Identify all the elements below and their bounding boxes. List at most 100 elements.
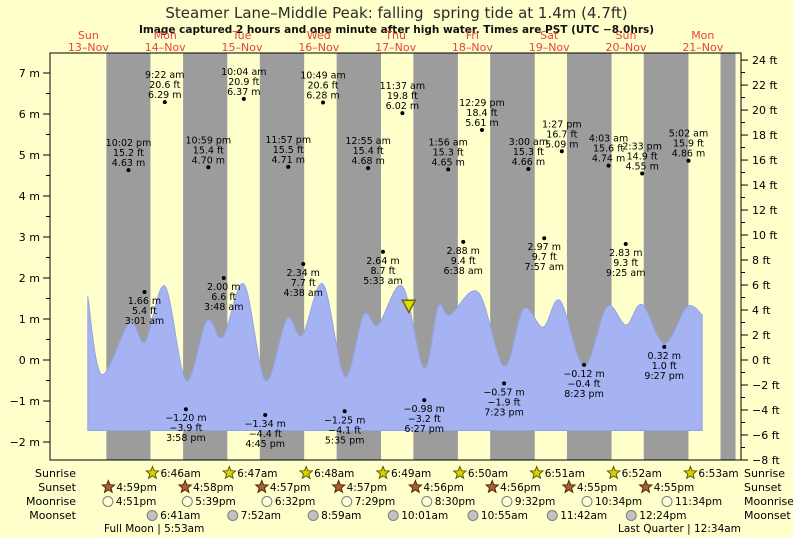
high-tide-label: 10:49 am bbox=[300, 71, 345, 82]
high-tide-label: 4.63 m bbox=[112, 158, 145, 169]
plot-border bbox=[49, 52, 742, 461]
high-tide-dot bbox=[286, 164, 291, 169]
high-tide-dot bbox=[640, 171, 645, 176]
sunrise-star-icon bbox=[221, 465, 237, 480]
row-header-right-moonset: Moonset bbox=[744, 509, 791, 522]
row-header-left-moonset: Moonset bbox=[29, 509, 76, 522]
low-tide-dot bbox=[662, 344, 667, 349]
tide-peak-label: 3:48 am bbox=[204, 302, 243, 313]
high-tide-label: 5:02 am bbox=[669, 129, 708, 140]
day-header-dow: Tue bbox=[232, 29, 252, 42]
high-tide-dot bbox=[241, 96, 246, 101]
moonset-time: 6:41am bbox=[160, 510, 200, 522]
day-header-date: 15–Nov bbox=[222, 41, 263, 54]
high-tide-label: 15.3 ft bbox=[513, 147, 544, 158]
moonset-icon bbox=[387, 510, 399, 521]
moonrise-icon bbox=[501, 496, 513, 507]
night-band bbox=[720, 53, 736, 460]
day-header-date: 21–Nov bbox=[682, 41, 723, 54]
sunset-time: 4:55pm bbox=[577, 482, 617, 494]
tide-peak-label: 9.7 ft bbox=[532, 252, 557, 263]
moonset-time: 12:24pm bbox=[639, 510, 686, 522]
page-subtitle: Image captured 2 hours and one minute af… bbox=[138, 24, 655, 36]
day-header-date: 14–Nov bbox=[145, 41, 186, 54]
sunset-star-icon bbox=[177, 479, 193, 494]
low-tide-label: −1.25 m bbox=[324, 415, 365, 426]
row-header-left-sunset: Sunset bbox=[38, 481, 76, 494]
low-tide-label: −4.4 ft bbox=[249, 429, 282, 440]
low-tide-label: −1.34 m bbox=[245, 419, 286, 430]
high-tide-label: 4.70 m bbox=[192, 155, 225, 166]
capture-time-marker-icon bbox=[401, 299, 417, 314]
day-header-dow: Sun bbox=[616, 29, 637, 42]
low-tide-dot bbox=[582, 362, 587, 367]
high-tide-label: 6.37 m bbox=[227, 87, 260, 98]
low-tide-label: 0.32 m bbox=[648, 351, 681, 362]
left-axis-label: 3 m bbox=[19, 231, 40, 244]
high-tide-label: 15.6 ft bbox=[593, 144, 624, 155]
high-tide-label: 6.29 m bbox=[148, 90, 181, 101]
high-tide-dot bbox=[606, 163, 611, 168]
left-axis-label: 1 m bbox=[19, 313, 40, 326]
high-tide-label: 16.7 ft bbox=[546, 129, 577, 140]
low-tide-label: 7:23 pm bbox=[484, 407, 524, 418]
sunset-time: 4:59pm bbox=[116, 482, 156, 494]
high-tide-label: 10:59 pm bbox=[186, 135, 232, 146]
moonrise-icon bbox=[261, 496, 273, 507]
low-tide-dot bbox=[263, 412, 268, 417]
moonset-icon bbox=[146, 510, 158, 521]
tide-curve-area bbox=[87, 283, 703, 431]
right-axis-label: 10 ft bbox=[752, 229, 778, 242]
high-tide-label: 11:37 am bbox=[380, 81, 425, 92]
low-tide-label: −0.57 m bbox=[483, 387, 524, 398]
day-header-date: 16–Nov bbox=[298, 41, 339, 54]
moonrise-icon bbox=[181, 496, 193, 507]
right-axis-label: 22 ft bbox=[752, 79, 778, 92]
high-tide-dot bbox=[321, 100, 326, 105]
moonrise-icon bbox=[661, 496, 673, 507]
right-axis-label: 24 ft bbox=[752, 54, 778, 67]
right-axis-label: 16 ft bbox=[752, 154, 778, 167]
day-header-dow: Mon bbox=[154, 29, 177, 42]
tide-peak-dot bbox=[380, 249, 385, 254]
high-tide-label: 14.9 ft bbox=[627, 151, 658, 162]
high-tide-label: 15.4 ft bbox=[193, 145, 224, 156]
high-tide-label: 11:57 pm bbox=[265, 135, 311, 146]
day-header-date: 19–Nov bbox=[529, 41, 570, 54]
moonrise-time: 5:39pm bbox=[195, 496, 235, 508]
moonset-icon bbox=[467, 510, 479, 521]
row-header-left-sunrise: Sunrise bbox=[35, 467, 76, 480]
high-tide-dot bbox=[559, 149, 564, 154]
right-axis-label: 8 ft bbox=[752, 254, 771, 267]
high-tide-label: 20.9 ft bbox=[228, 77, 259, 88]
high-tide-dot bbox=[446, 167, 451, 172]
moonrise-icon bbox=[581, 496, 593, 507]
moonrise-icon bbox=[341, 496, 353, 507]
high-tide-label: 15.3 ft bbox=[433, 147, 464, 158]
high-tide-dot bbox=[366, 166, 371, 171]
left-axis-label: −2 m bbox=[10, 436, 40, 449]
tide-peak-label: 5:33 am bbox=[363, 276, 402, 287]
sunset-star-icon bbox=[407, 479, 423, 494]
low-tide-label: 3:58 pm bbox=[166, 433, 206, 444]
low-tide-label: 1.0 ft bbox=[652, 361, 677, 372]
day-header-dow: Thu bbox=[384, 29, 406, 42]
low-tide-dot bbox=[183, 407, 188, 412]
moonrise-time: 7:29pm bbox=[355, 496, 395, 508]
day-header-dow: Fri bbox=[466, 29, 479, 42]
tide-peak-label: 6:38 am bbox=[444, 266, 483, 277]
high-tide-dot bbox=[400, 111, 405, 116]
high-tide-label: 12:55 am bbox=[345, 136, 390, 147]
high-tide-label: 4.66 m bbox=[512, 157, 545, 168]
tide-peak-label: 8.7 ft bbox=[370, 266, 395, 277]
high-tide-dot bbox=[686, 158, 691, 163]
tide-peak-dot bbox=[542, 236, 547, 241]
low-tide-label: 9:27 pm bbox=[644, 371, 684, 382]
sunset-star-icon bbox=[484, 479, 500, 494]
right-axis-label: −4 ft bbox=[752, 404, 780, 417]
moonset-icon bbox=[307, 510, 319, 521]
tide-peak-label: 3:01 am bbox=[125, 316, 164, 327]
right-axis-label: −8 ft bbox=[752, 454, 780, 467]
day-header-date: 18–Nov bbox=[452, 41, 493, 54]
right-axis-label: 4 ft bbox=[752, 304, 771, 317]
